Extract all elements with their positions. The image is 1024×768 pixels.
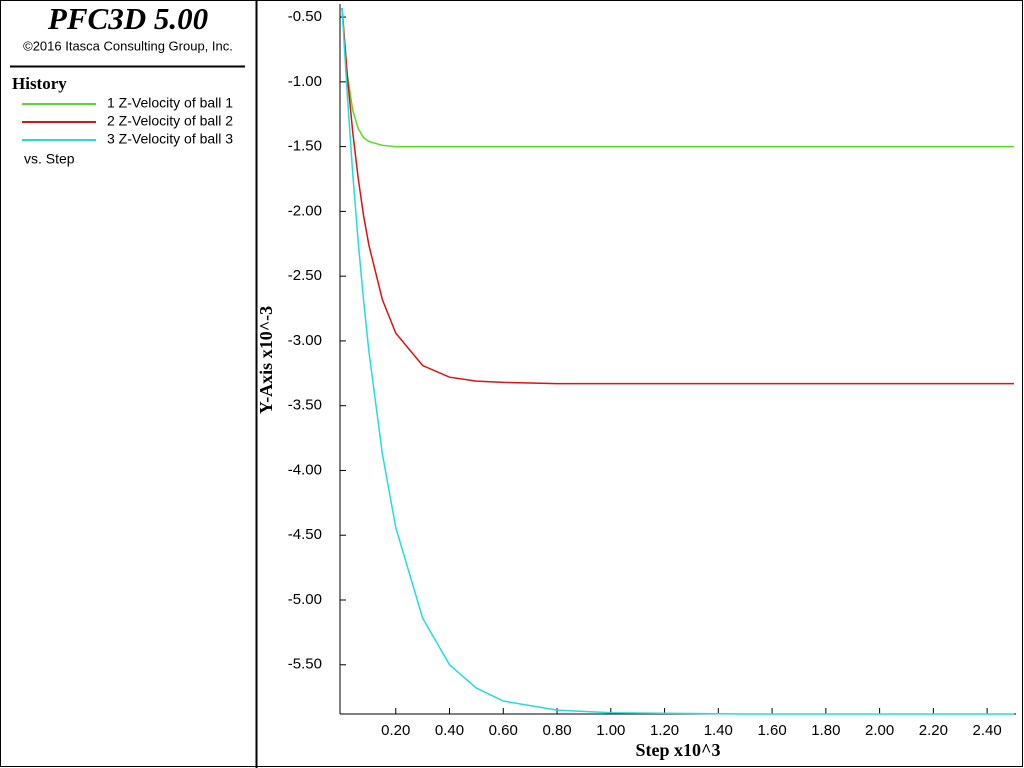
legend-label: 1 Z-Velocity of ball 1 xyxy=(107,95,233,111)
app-title: PFC3D 5.00 xyxy=(47,1,208,36)
series-line xyxy=(341,7,1014,385)
y-tick-label: -2.50 xyxy=(288,267,322,284)
x-tick-label: 2.40 xyxy=(973,722,1002,739)
y-tick-label: -5.00 xyxy=(288,591,322,608)
y-tick-label: -4.50 xyxy=(288,526,322,543)
y-tick-label: -4.00 xyxy=(288,461,322,478)
x-tick-label: 1.80 xyxy=(811,722,840,739)
x-tick-label: 0.60 xyxy=(489,722,518,739)
series-line xyxy=(341,7,1014,148)
x-versus: vs. Step xyxy=(24,151,75,167)
y-tick-label: -3.00 xyxy=(288,332,322,349)
x-tick-label: 1.60 xyxy=(757,722,786,739)
y-axis-label: Y-Axis x10^-3 xyxy=(256,306,276,414)
y-tick-label: -2.00 xyxy=(288,202,322,219)
copyright: ©2016 Itasca Consulting Group, Inc. xyxy=(23,38,233,53)
legend-title: History xyxy=(12,74,67,93)
x-tick-label: 2.00 xyxy=(865,722,894,739)
y-tick-label: -1.50 xyxy=(288,138,322,155)
x-tick-label: 1.00 xyxy=(596,722,625,739)
x-tick-label: 0.20 xyxy=(381,722,410,739)
y-tick-label: -3.50 xyxy=(288,397,322,414)
y-tick-label: -1.00 xyxy=(288,73,322,90)
legend-label: 2 Z-Velocity of ball 2 xyxy=(107,113,233,129)
x-tick-label: 1.40 xyxy=(704,722,733,739)
y-tick-label: -5.50 xyxy=(288,656,322,673)
series-line xyxy=(341,7,1014,715)
x-axis-label: Step x10^3 xyxy=(636,740,721,760)
x-tick-label: 0.40 xyxy=(435,722,464,739)
x-tick-label: 0.80 xyxy=(542,722,571,739)
x-tick-label: 1.20 xyxy=(650,722,679,739)
y-tick-label: -0.50 xyxy=(288,8,322,25)
legend-label: 3 Z-Velocity of ball 3 xyxy=(107,131,233,147)
x-tick-label: 2.20 xyxy=(919,722,948,739)
